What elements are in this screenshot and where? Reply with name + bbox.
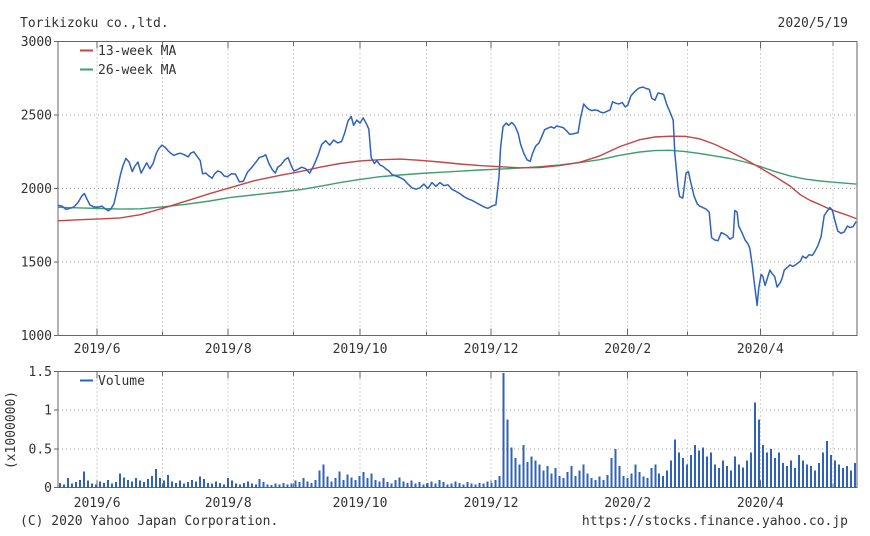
x-tick-label: 2020/4 (737, 342, 784, 357)
price-pane-frame (57, 41, 858, 336)
x-tick-label: 2019/6 (74, 342, 121, 357)
y-tick-label: 1500 (21, 256, 52, 271)
x-tick-label: 2020/2 (604, 342, 651, 357)
volume-pane-frame (57, 371, 858, 488)
y-tick-label: 2500 (21, 109, 52, 124)
legend-item: 13-week MA (80, 44, 176, 59)
x-tick-label: 2020/2 (604, 496, 651, 511)
quote-date: 2020/5/19 (778, 16, 848, 31)
y-tick-label: 1 (44, 404, 52, 419)
y-tick-label: 1.5 (29, 365, 52, 380)
x-tick-label: 2019/10 (333, 342, 388, 357)
volume-axis-unit-label: (x1000000) (4, 391, 19, 469)
page-title: Torikizoku co.,ltd. (20, 16, 169, 31)
x-tick-label: 2020/4 (737, 496, 784, 511)
y-tick-label: 0.5 (29, 442, 52, 457)
x-tick-label: 2019/8 (205, 496, 252, 511)
y-tick-label: 2000 (21, 182, 52, 197)
copyright-text: (C) 2020 Yahoo Japan Corporation. (20, 514, 278, 529)
legend-label: Volume (98, 374, 145, 389)
legend-item: 26-week MA (80, 63, 176, 78)
series-13-week-ma (57, 135, 857, 222)
x-tick-label: 2019/12 (464, 342, 519, 357)
x-tick-label: 2019/10 (333, 496, 388, 511)
y-tick-label: 0 (44, 481, 52, 496)
y-tick-label: 1000 (21, 329, 52, 344)
series-26-week-ma (57, 149, 857, 210)
x-tick-label: 2019/8 (205, 342, 252, 357)
x-tick-label: 2019/6 (74, 496, 121, 511)
volume-chart-pane: 1.5 1 0.5 0 2019/6 2019/8 2019/10 2019/12 2020/2… (29, 365, 858, 511)
source-url: https://stocks.finance.yahoo.co.jp (582, 514, 848, 529)
legend-label: 13-week MA (98, 44, 176, 59)
legend-label: 26-week MA (98, 63, 176, 78)
price-chart-pane: 3000 2500 2000 1500 1000 2019/6 2019/8 2019/10 2… (21, 35, 858, 357)
x-tick-label: 2019/12 (464, 496, 519, 511)
y-tick-label: 3000 (21, 35, 52, 50)
legend-item: Volume (80, 374, 145, 389)
series-close (57, 86, 857, 307)
